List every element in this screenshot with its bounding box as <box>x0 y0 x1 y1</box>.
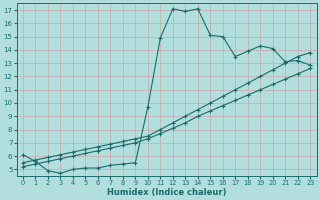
X-axis label: Humidex (Indice chaleur): Humidex (Indice chaleur) <box>107 188 226 197</box>
